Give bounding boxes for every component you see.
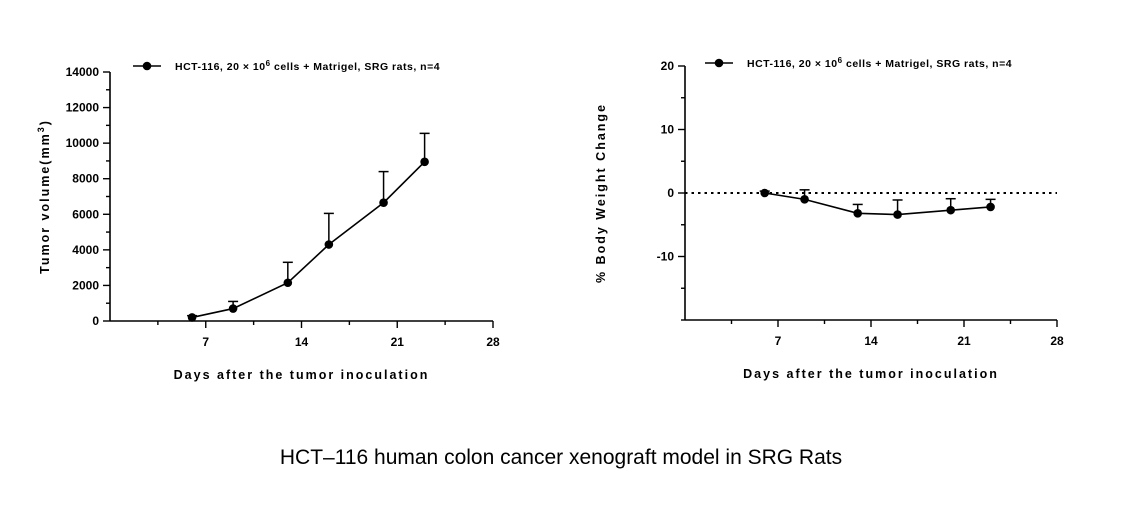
y-tick-label: 0	[667, 186, 674, 200]
y-axis-title-text: )	[38, 119, 52, 125]
y-axis-title-superscript: 3	[36, 125, 46, 132]
y-tick-label: 20	[661, 59, 675, 73]
data-point	[893, 210, 902, 219]
y-tick-label: 6000	[72, 207, 99, 221]
data-point	[760, 188, 770, 198]
series-line	[764, 192, 991, 216]
y-tick-label: 0	[92, 314, 99, 328]
x-tick-label: 28	[486, 335, 500, 349]
x-tick-label: 28	[1050, 334, 1064, 348]
y-tick-label: -10	[657, 250, 675, 264]
data-point	[800, 195, 809, 204]
legend-label: HCT-116, 20 × 106 cells + Matrigel, SRG …	[747, 56, 1012, 71]
y-tick-label: 14000	[66, 65, 100, 79]
legend-label: HCT-116, 20 × 106 cells + Matrigel, SRG …	[175, 59, 440, 74]
data-point	[228, 304, 238, 313]
x-axis-title: Days after the tumor inoculation	[743, 367, 999, 381]
series-line	[191, 161, 426, 319]
data-point	[986, 202, 995, 212]
legend-marker	[714, 58, 724, 68]
tumor-volume-chart: 0 2000 4000 6000 8000 10000 12000 14000 7 14 21 28 D…	[36, 59, 500, 383]
y-axis-title-text: Tumor volume(mm	[38, 132, 52, 274]
legend-marker	[142, 61, 152, 71]
y-tick-label: 10000	[66, 136, 100, 150]
data-point	[946, 205, 956, 215]
x-tick-label: 21	[957, 334, 971, 348]
y-axis-title: Tumor volume(mm3)	[36, 119, 52, 274]
legend-text: HCT-116, 20 × 10	[747, 58, 838, 70]
y-tick-label: 4000	[72, 243, 99, 257]
legend-text: HCT-116, 20 × 10	[175, 61, 266, 73]
legend-text: cells + Matrigel, SRG rats, n=4	[271, 61, 440, 73]
y-axis-title: % Body Weight Change	[594, 103, 608, 283]
x-tick-label: 7	[202, 335, 209, 349]
y-tick-label: 2000	[72, 278, 99, 292]
x-tick-label: 14	[295, 335, 309, 349]
data-point	[379, 198, 388, 208]
legend-text: cells + Matrigel, SRG rats, n=4	[843, 58, 1012, 70]
x-tick-label: 7	[775, 334, 782, 348]
y-tick-label: 8000	[72, 172, 99, 186]
y-tick-label: 10	[661, 123, 675, 137]
data-point	[187, 313, 197, 322]
data-point	[853, 209, 863, 218]
data-point	[283, 278, 293, 288]
x-tick-label: 21	[391, 335, 405, 349]
data-point	[420, 157, 429, 167]
y-tick-label: 12000	[66, 101, 100, 115]
x-axis-title: Days after the tumor inoculation	[174, 368, 430, 382]
x-tick-label: 14	[864, 334, 878, 348]
legend-superscript: 6	[838, 56, 843, 65]
figure-caption: HCT–116 human colon cancer xenograft mod…	[279, 446, 843, 469]
data-point	[324, 240, 334, 249]
legend-superscript: 6	[266, 59, 271, 68]
body-weight-chart: -10 0 10 20 7 14 21 28 Days after the tumor inoc…	[594, 56, 1064, 382]
